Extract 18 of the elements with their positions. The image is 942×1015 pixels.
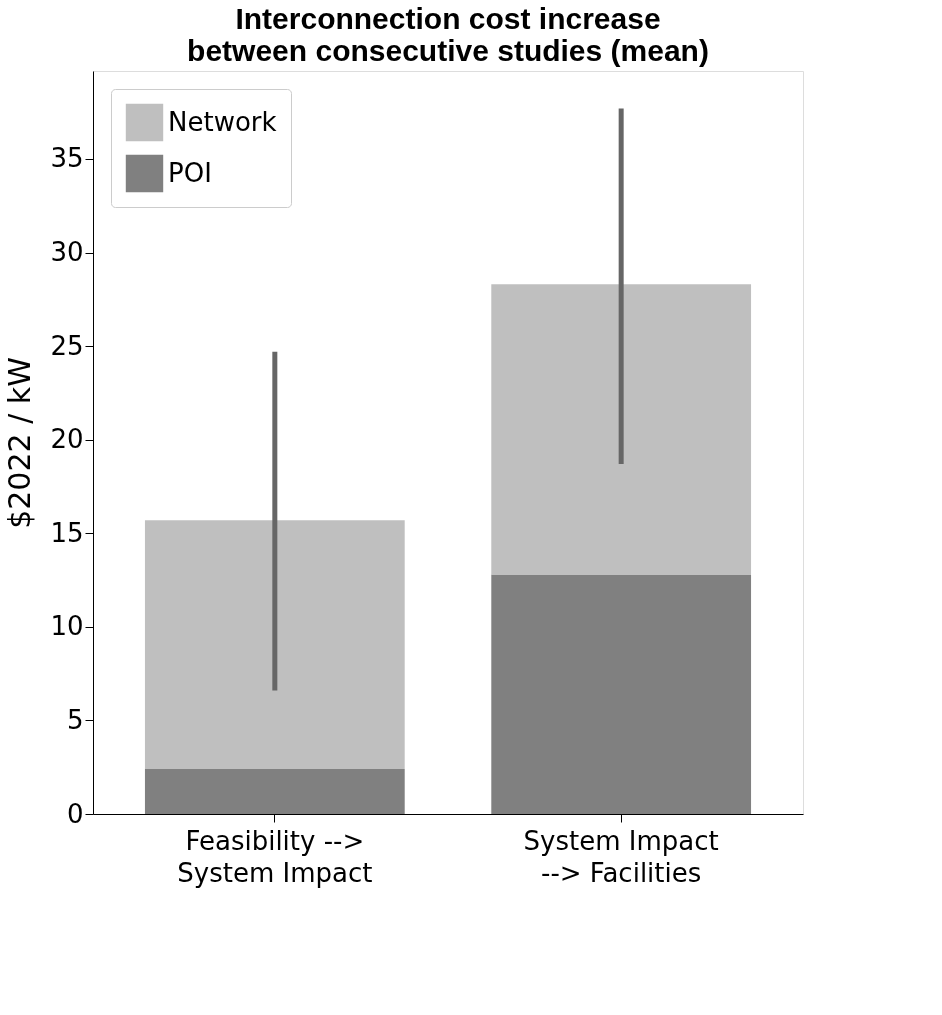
bar (144, 520, 405, 770)
y-tick-label: 15 (50, 517, 84, 548)
y-tick-label: 30 (50, 237, 84, 268)
y-axis-title: $2022 / kW (2, 357, 38, 529)
y-tick-label: 35 (50, 143, 84, 174)
y-tick-label: 10 (50, 611, 84, 642)
legend-label: Network (168, 106, 277, 137)
legend-label: POI (168, 157, 212, 188)
y-tick-label: 25 (50, 330, 84, 361)
bar (144, 769, 405, 814)
chart-title: Interconnection cost increase between consecutive studies (mean) (187, 2, 709, 67)
y-tick-label: 20 (50, 424, 84, 455)
bar (491, 574, 752, 814)
y-tick-label: 5 (66, 704, 84, 735)
bar (491, 284, 752, 575)
x-tick-label: Feasibility --> System Impact (177, 825, 373, 888)
y-tick-label: 0 (66, 798, 84, 829)
x-tick-label: System Impact --> Facilities (523, 825, 719, 888)
